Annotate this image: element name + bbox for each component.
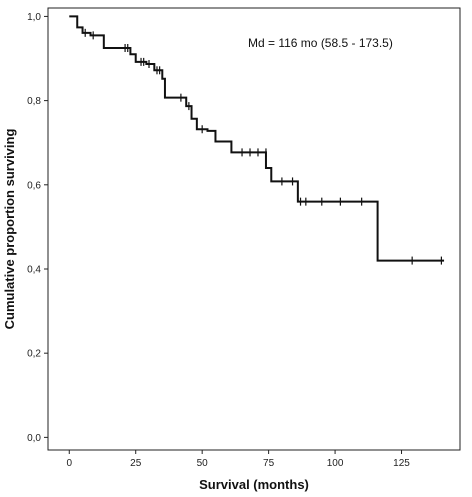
plot-frame	[47, 7, 461, 451]
x-tick-label: 75	[263, 458, 275, 469]
x-tick-label: 125	[393, 458, 410, 469]
y-tick-label: 0,0	[27, 433, 41, 444]
y-tick-label: 0,6	[27, 180, 41, 191]
y-tick-label: 1,0	[27, 12, 41, 23]
y-tick-label: 0,8	[27, 96, 41, 107]
y-tick-label: 0,2	[27, 349, 41, 360]
y-tick-label: 0,4	[27, 264, 41, 275]
x-axis-ticks: 0 25 50 75 100 125	[66, 450, 410, 469]
x-tick-label: 0	[66, 458, 72, 469]
x-axis-title: Survival (months)	[199, 477, 309, 492]
y-axis-title: Cumulative proportion surviving	[2, 129, 17, 330]
x-tick-label: 50	[197, 458, 209, 469]
x-tick-label: 100	[327, 458, 344, 469]
x-tick-label: 25	[130, 458, 142, 469]
censor-marks	[84, 28, 442, 265]
y-axis-ticks: 0,0 0,2 0,4 0,6 0,8 1,0	[27, 12, 48, 444]
median-annotation: Md = 116 mo (58.5 - 173.5)	[248, 36, 393, 50]
survival-step-line	[69, 15, 445, 262]
